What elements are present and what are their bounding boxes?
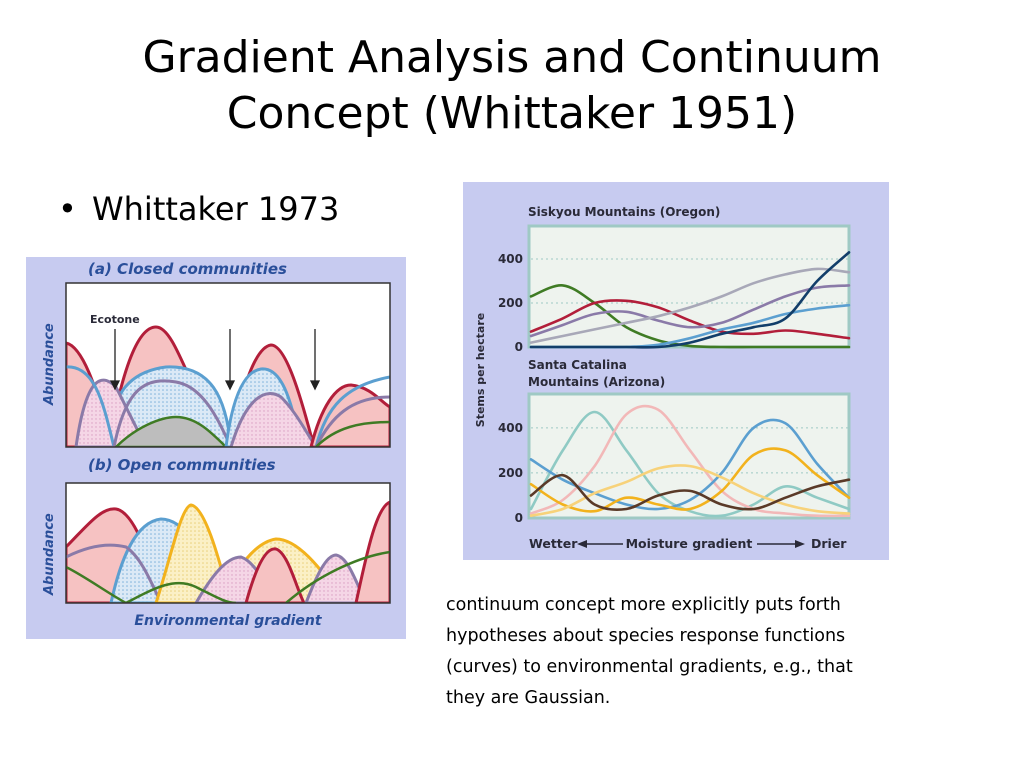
bullet-dot-icon: • (58, 190, 77, 228)
y-axis-label: Stems per hectare (474, 313, 487, 427)
x-label-moisture-gradient: Moisture gradient (626, 536, 753, 551)
closed-curve-blue-0 (66, 365, 116, 447)
panel-b-frame (65, 482, 391, 604)
chart-2-gridlines (531, 427, 849, 474)
caption-line-2: hypotheses about species response functi… (446, 626, 846, 646)
chart-2-series-6-line (529, 473, 851, 512)
chart-2-series-3-line (529, 418, 851, 511)
panel-b-curves (66, 500, 390, 603)
chart-1-title: Siskyou Mountains (Oregon) (528, 205, 720, 219)
chart-1-gridlines (531, 258, 849, 304)
chart-1-series-4-line (529, 267, 851, 344)
moisture-gradient-chart: Siskyou Mountains (Oregon) 0 200 400 Santa… (463, 182, 889, 560)
community-diagram: (a) Closed communities Ecotone (b) Open … (26, 257, 406, 639)
arrow-right-icon (795, 540, 805, 548)
chart-2-series (529, 404, 851, 518)
arrow-left-icon (577, 540, 587, 548)
closed-curve-purple-2 (112, 379, 233, 447)
closed-curve-blue-3 (314, 375, 390, 447)
chart-1-series-1-line (529, 284, 851, 349)
bullet-text: Whittaker 1973 (92, 190, 340, 228)
chart-1-series-2-line (529, 299, 851, 340)
closed-curve-green-1 (114, 415, 228, 447)
environmental-gradient-label: Environmental gradient (134, 613, 322, 629)
caption-text: continuum concept more explicitly puts f… (446, 590, 946, 714)
x-label-drier: Drier (811, 536, 847, 551)
open-curve-green-2 (125, 581, 237, 603)
chart-1-tick-labels: 0 200 400 (498, 252, 523, 354)
chart-2-title-line-1: Santa Catalina (528, 358, 627, 372)
chart-2-ytick-200: 200 (498, 466, 523, 480)
ecotone-label: Ecotone (90, 313, 140, 326)
slide-title: Gradient Analysis and Continuum Concept … (0, 30, 1024, 142)
chart-1-ytick-0: 0 (515, 340, 523, 354)
title-line-1: Gradient Analysis and Continuum (142, 32, 882, 83)
chart-1-series-6-line (529, 251, 851, 349)
abundance-label-a: Abundance (42, 323, 57, 406)
chart-2-ytick-400: 400 (498, 421, 523, 435)
chart-2-tick-labels: 0 200 400 (498, 421, 523, 525)
x-label-wetter: Wetter (529, 536, 578, 551)
title-line-2: Concept (Whittaker 1951) (226, 88, 798, 139)
chart-1-plot-bg (527, 224, 851, 349)
chart-2-ytick-0: 0 (515, 511, 523, 525)
chart-2-series-2-line (529, 404, 851, 518)
bullet-item: • Whittaker 1973 (58, 190, 339, 228)
caption-line-3: (curves) to environmental gradients, e.g… (446, 657, 853, 677)
chart-1-series-3-line (529, 284, 851, 338)
panel-b-label: (b) Open communities (88, 456, 276, 474)
panel-a-label: (a) Closed communities (88, 260, 287, 278)
closed-curve-green-2 (315, 420, 390, 447)
chart-1-ytick-400: 400 (498, 252, 523, 266)
open-curve-green-3 (285, 550, 390, 603)
abundance-label-b: Abundance (42, 513, 57, 596)
caption-line-4: they are Gaussian. (446, 688, 611, 708)
chart-1-series (529, 251, 851, 349)
chart-2-title-line-2: Mountains (Arizona) (528, 375, 665, 389)
closed-curve-purple-4 (314, 395, 390, 447)
caption-line-1: continuum concept more explicitly puts f… (446, 595, 841, 615)
panel-a-frame (65, 282, 391, 448)
panel-a-curves (66, 325, 390, 447)
closed-curve-purple-3 (229, 392, 318, 447)
chart-1-ytick-200: 200 (498, 296, 523, 310)
open-curve-green-1 (66, 565, 127, 603)
open-curve-purple-1 (66, 543, 163, 603)
chart-2-series-1-line (529, 410, 851, 518)
chart-2-series-4-line (529, 447, 851, 513)
ecotone-arrows (109, 329, 321, 391)
